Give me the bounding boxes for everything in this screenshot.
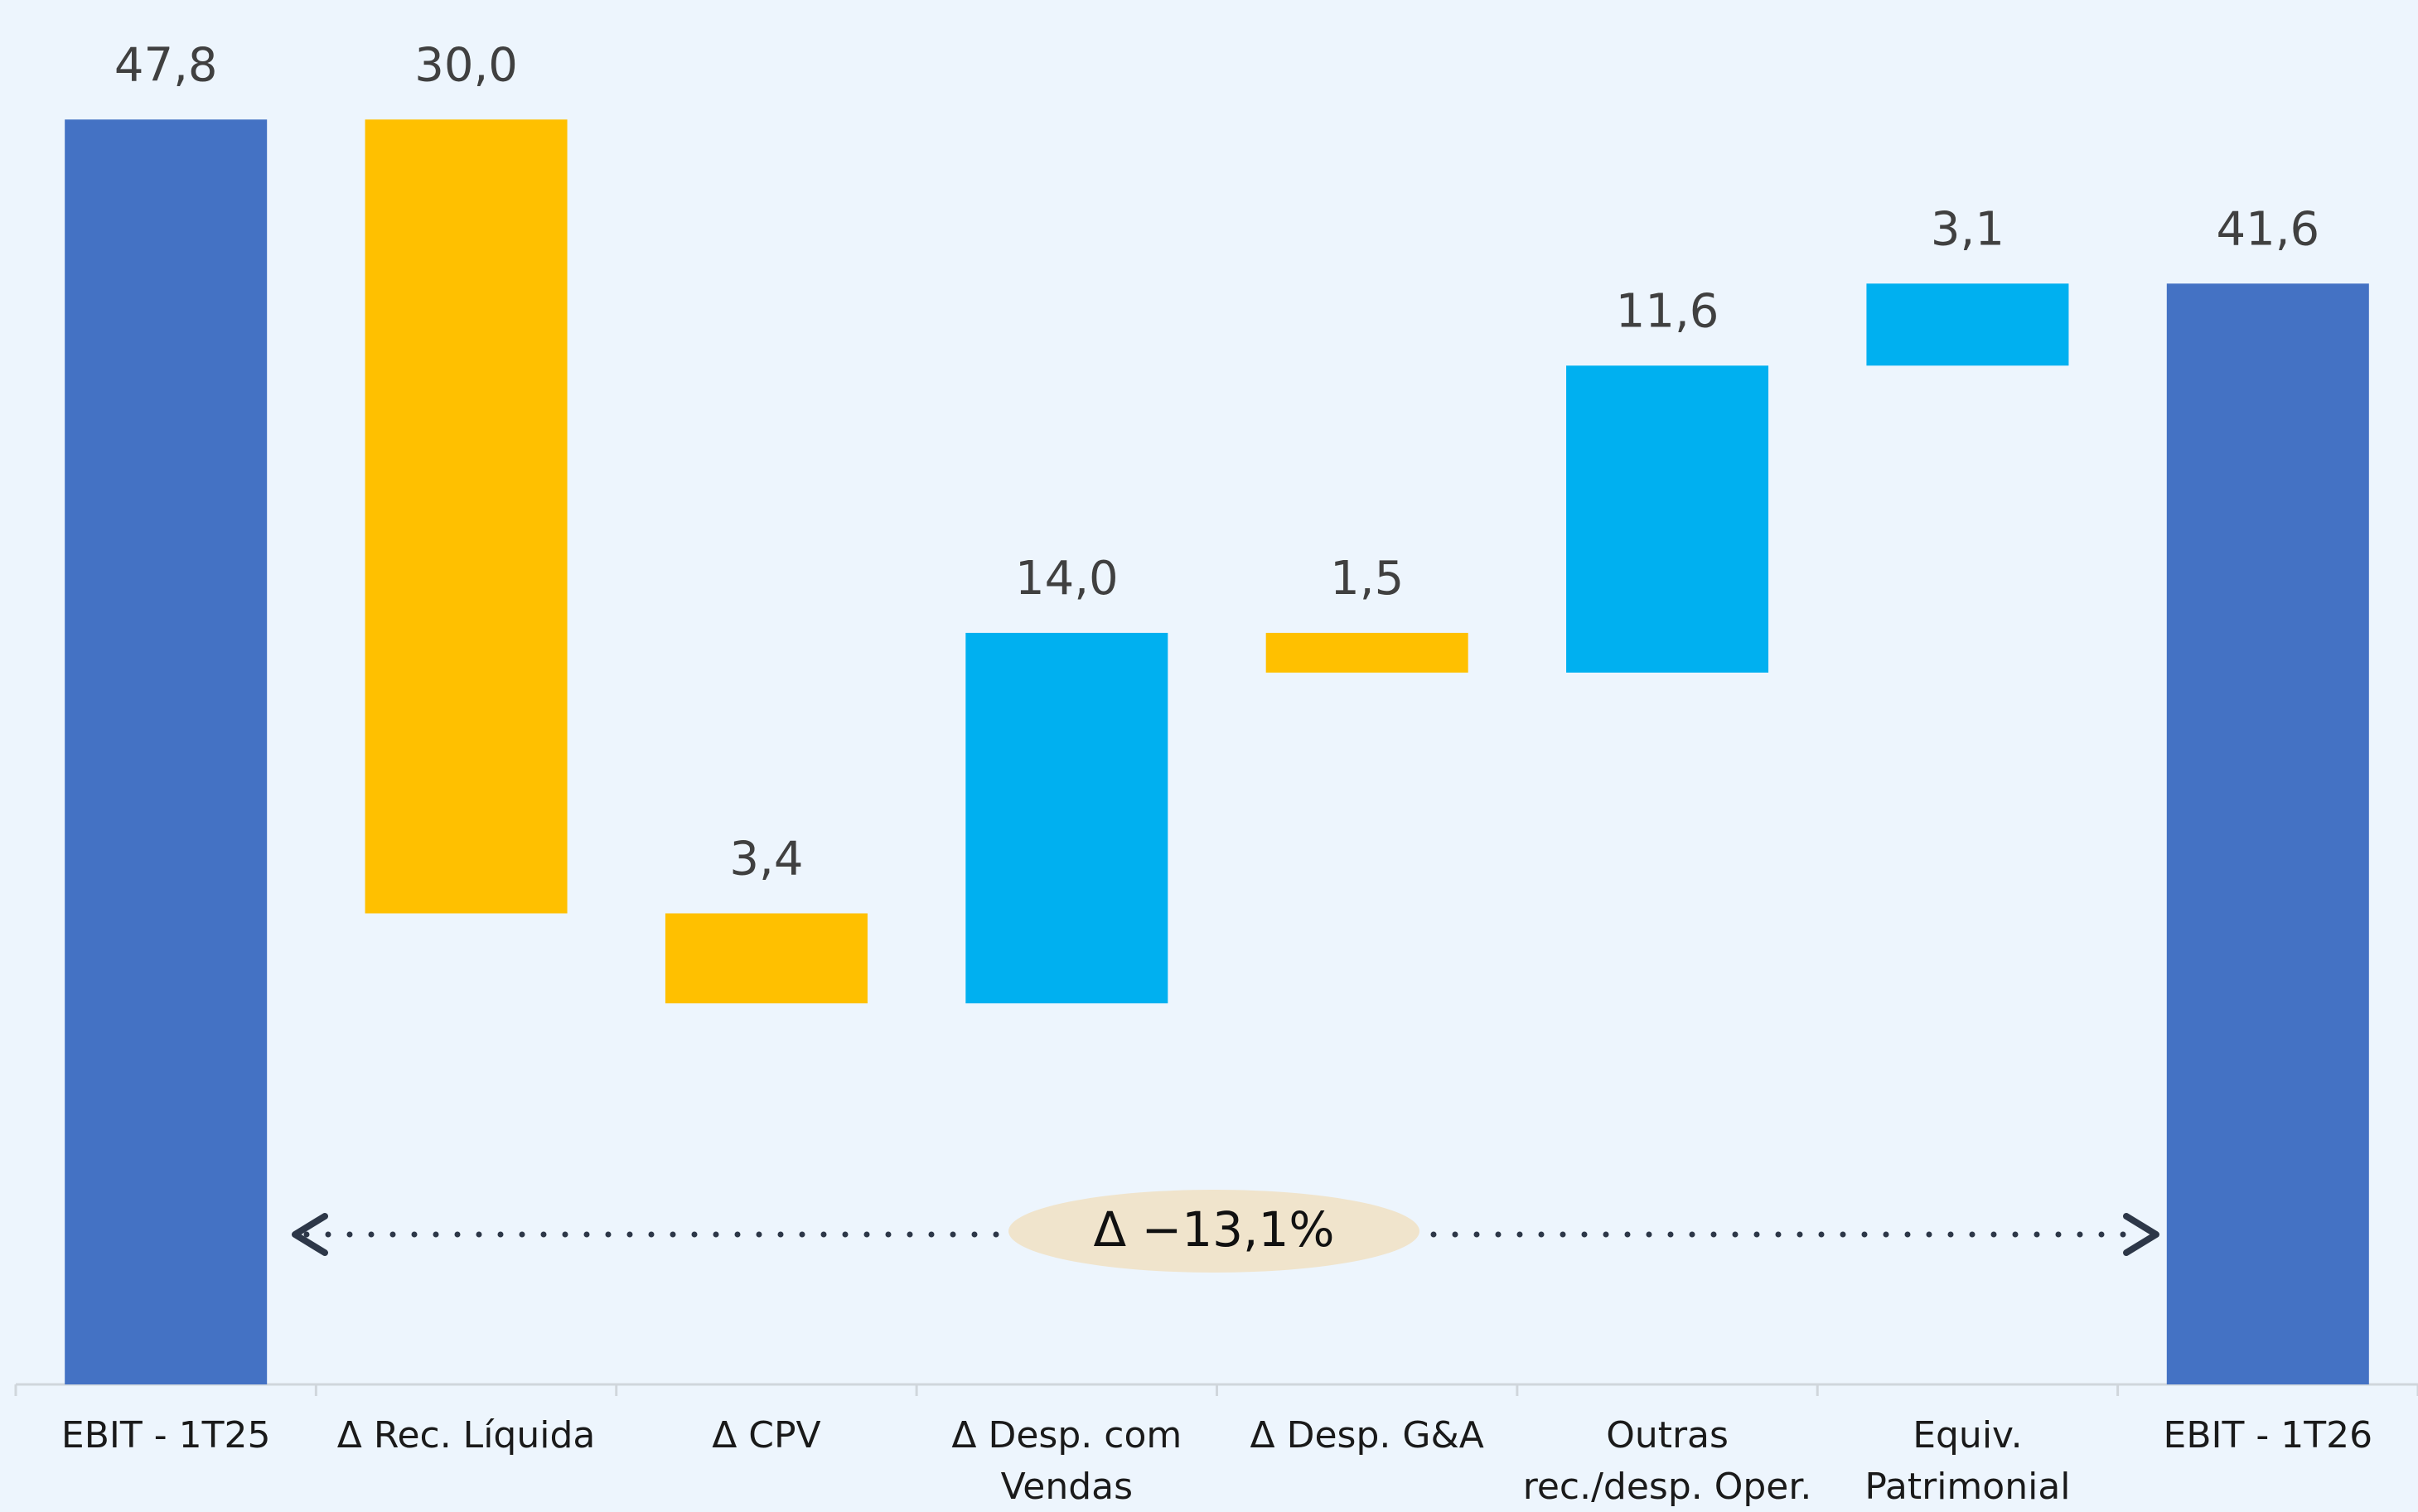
bar xyxy=(1566,365,1769,673)
bar xyxy=(2166,283,2369,1384)
value-label: 41,6 xyxy=(2216,202,2319,256)
annotation: Δ −13,1% xyxy=(1094,1201,1335,1258)
x-tick-label: EBIT - 1T26 xyxy=(2163,1413,2373,1456)
delta-arrow xyxy=(292,1213,2159,1256)
value-label: 14,0 xyxy=(1015,552,1119,606)
value-label: 30,0 xyxy=(414,38,518,92)
x-tick-label: Δ Desp. com Vendas xyxy=(951,1413,1182,1508)
x-tick-label: Δ CPV xyxy=(712,1413,821,1456)
arrow-head xyxy=(2123,1213,2159,1256)
x-tick-label: Δ Desp. G&A xyxy=(1250,1413,1484,1456)
value-label: 11,6 xyxy=(1616,284,1719,338)
x-tick-label: Outras rec./desp. Oper. xyxy=(1522,1413,1812,1508)
value-label: 3,4 xyxy=(729,833,803,886)
bar xyxy=(965,632,1168,1004)
bar xyxy=(65,119,268,1384)
value-label: 1,5 xyxy=(1330,552,1404,606)
bar xyxy=(1866,283,2069,366)
value-label: 3,1 xyxy=(1931,202,2005,256)
x-tick-label: Equiv. Patrimonial xyxy=(1864,1413,2071,1508)
bar xyxy=(1265,632,1468,673)
x-tick-label: Δ Rec. Líquida xyxy=(336,1413,596,1456)
value-label: 47,8 xyxy=(114,38,218,92)
bar xyxy=(365,119,568,914)
x-tick-label: EBIT - 1T25 xyxy=(60,1413,271,1456)
annotation-badge xyxy=(1008,1190,1419,1273)
arrow-head xyxy=(292,1213,328,1256)
bar xyxy=(665,913,868,1004)
